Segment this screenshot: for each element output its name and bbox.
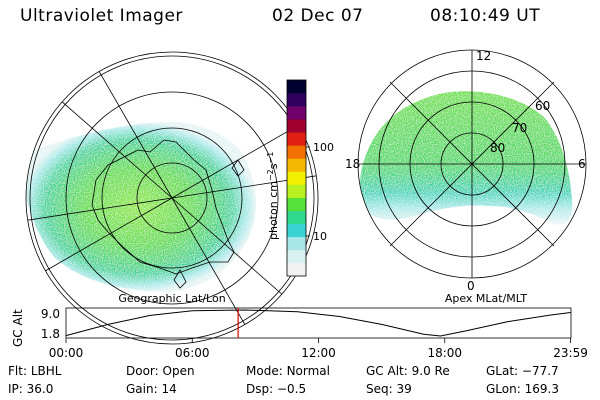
colorbar-cell (287, 184, 306, 198)
altitude-timeline: 00:00 06:00 12:00 18:00 23:59 9.0 1.8 GC Alt (11, 307, 588, 360)
mlt-label-midnight: 0 (467, 279, 475, 293)
apex-map-caption: Apex MLat/MLT (445, 292, 528, 305)
info-glon: GLon: 169.3 (486, 382, 559, 396)
mlt-label-dusk: 18 (345, 157, 360, 171)
info-mode: Mode: Normal (246, 364, 330, 378)
timeline-ylabel: GC Alt (11, 309, 25, 347)
colorbar-cell (287, 80, 306, 94)
colorbar-cell (287, 132, 306, 146)
alt-tick-high: 9.0 (41, 307, 60, 321)
colorbar-cell (287, 171, 306, 185)
colorbar-cell (287, 262, 306, 277)
timeline-tick-label: 12:00 (301, 346, 336, 360)
info-dsp: Dsp: −0.5 (246, 382, 307, 396)
colorbar: 100 10 photon cm−2s−1 (266, 79, 334, 277)
colorbar-cell (287, 210, 306, 225)
mlat-label-80: 80 (490, 141, 505, 155)
observation-time: 08:10:49 UT (430, 6, 541, 26)
info-gc-alt: GC Alt: 9.0 Re (366, 364, 450, 378)
info-gain: Gain: 14 (126, 382, 177, 396)
altitude-curve (65, 309, 571, 337)
timeline-tick-label: 18:00 (427, 346, 462, 360)
colorbar-cell (287, 119, 306, 133)
info-door: Door: Open (126, 364, 195, 378)
colorbar-label: photon cm−2s−1 (266, 152, 280, 240)
mlt-label-dawn: 6 (578, 157, 586, 171)
alt-tick-low: 1.8 (41, 327, 60, 341)
colorbar-cell (287, 223, 306, 238)
colorbar-cell (287, 106, 306, 120)
info-seq: Seq: 39 (366, 382, 412, 396)
colorbar-cell (287, 145, 306, 159)
colorbar-tick-label: 10 (313, 230, 327, 243)
app-title: Ultraviolet Imager (20, 6, 183, 26)
colorbar-cell (287, 236, 306, 251)
colorbar-cell (287, 93, 306, 107)
apex-map: 12 18 6 0 60 70 80 Apex MLat/MLT (345, 49, 587, 305)
mlat-label-60: 60 (535, 99, 550, 113)
colorbar-cell (287, 197, 306, 211)
observation-date: 02 Dec 07 (272, 6, 364, 26)
info-glat: GLat: −77.7 (486, 364, 559, 378)
timeline-tick-label: 23:59 (553, 346, 588, 360)
colorbar-tick-label: 100 (313, 141, 334, 154)
colorbar-cell (287, 158, 306, 172)
mlt-label-noon: 12 (476, 49, 491, 63)
colorbar-cell (287, 249, 306, 264)
timeline-tick-label: 00:00 (49, 346, 84, 360)
info-flt: Flt: LBHL (8, 364, 62, 378)
mlat-label-70: 70 (512, 121, 527, 135)
timeline-tick-label: 06:00 (175, 346, 210, 360)
apex-grid (357, 49, 587, 279)
info-ip: IP: 36.0 (8, 382, 54, 396)
geo-map-caption: Geographic Lat/Lon (118, 292, 225, 305)
